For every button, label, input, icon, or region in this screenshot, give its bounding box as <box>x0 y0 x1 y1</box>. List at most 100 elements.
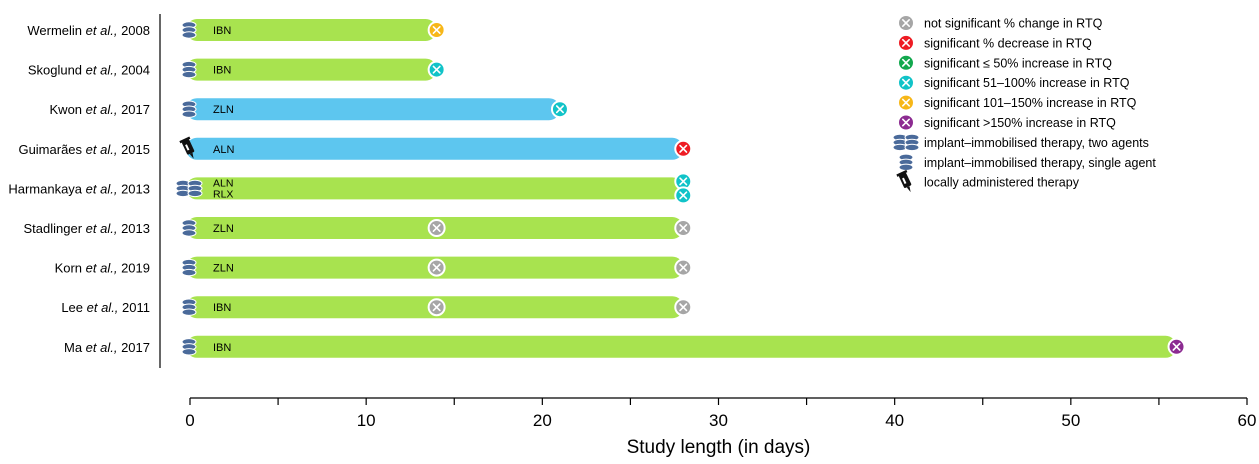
x-tick-label: 30 <box>709 411 728 430</box>
bar-guimarães <box>186 137 684 160</box>
marker-ns-cross <box>679 263 688 272</box>
legend-item: not significant % change in RTQ <box>897 14 1103 32</box>
legend-therapy-icon-local-needle <box>906 186 911 193</box>
study-label: Kwon et al., 2017 <box>50 102 150 117</box>
legend-label: significant >150% increase in RTQ <box>924 116 1116 130</box>
marker-ns-cross <box>432 263 441 272</box>
drug-label: IBN <box>213 65 231 77</box>
legend-label: significant 101–150% increase in RTQ <box>924 96 1137 110</box>
marker-inc51_100 <box>427 60 446 79</box>
therapy-icon-two-front <box>187 179 203 198</box>
marker-ns <box>427 258 446 277</box>
study-label: Ma et al., 2017 <box>64 340 150 355</box>
legend-marker-inc_le50 <box>897 53 915 72</box>
therapy-icon-single <box>181 219 197 237</box>
legend-therapy-icon-local-cap <box>896 169 908 177</box>
legend-therapy-icon-two-back <box>892 133 908 152</box>
x-axis-title: Study length (in days) <box>627 437 811 458</box>
x-tick-label: 60 <box>1238 411 1257 430</box>
legend-therapy-icon-local-window <box>902 177 907 184</box>
study-label: Skoglund et al., 2004 <box>28 63 150 78</box>
therapy-icon-single <box>181 338 197 356</box>
marker-ns <box>674 258 693 277</box>
legend: not significant % change in RTQ significa… <box>892 14 1156 193</box>
legend-marker-ns-cross <box>902 19 910 27</box>
marker-ns <box>427 298 446 317</box>
marker-decrease-cross <box>679 144 688 153</box>
therapy-icon-single <box>181 258 197 277</box>
drug-label: ZLN <box>213 263 234 275</box>
legend-label: significant ≤ 50% increase in RTQ <box>924 56 1112 70</box>
legend-therapy-icon-two-front <box>904 133 920 152</box>
legend-marker-decrease-cross <box>902 38 910 47</box>
study-label: Harmankaya et al., 2013 <box>8 181 150 196</box>
therapy-icon-single-disc <box>181 229 197 237</box>
marker-inc51_100-cross <box>679 191 688 200</box>
legend-label: significant % decrease in RTQ <box>924 36 1092 50</box>
marker-inc51_100-cross <box>555 105 564 114</box>
legend-label: not significant % change in RTQ <box>924 17 1103 31</box>
therapy-icon-local-needle <box>189 152 194 159</box>
legend-label: significant 51–100% increase in RTQ <box>924 76 1130 90</box>
legend-marker-inc_over150 <box>897 113 915 132</box>
legend-label: implant–immobilised therapy, two agents <box>924 136 1149 150</box>
legend-marker-inc101_150 <box>897 93 915 112</box>
drug-label: ALN <box>213 177 233 189</box>
x-tick-label: 50 <box>1061 411 1080 430</box>
marker-inc_over150-cross <box>1172 342 1181 351</box>
drug-label: IBN <box>213 25 231 37</box>
therapy-icon-single <box>181 100 197 118</box>
legend-therapy-icon-single-disc <box>898 163 914 172</box>
therapy-icon-two-front-disc <box>187 189 203 198</box>
therapy-icon-single-disc <box>181 268 197 277</box>
marker-ns <box>674 219 693 237</box>
legend-item: significant 101–150% increase in RTQ <box>897 93 1137 112</box>
bar-kwon <box>186 98 560 121</box>
drug-label: ZLN <box>213 223 234 235</box>
marker-inc51_100-cross <box>432 65 441 74</box>
marker-decrease <box>674 139 693 158</box>
therapy-icon-single-disc <box>181 31 197 39</box>
therapy-icon-local <box>179 136 195 159</box>
legend-item: significant % decrease in RTQ <box>897 33 1092 52</box>
therapy-icon-single <box>181 298 197 316</box>
marker-inc51_100-cross <box>679 177 688 186</box>
therapy-icon-single <box>181 60 197 79</box>
legend-item: locally administered therapy <box>896 169 1080 193</box>
marker-ns-cross <box>679 303 688 312</box>
legend-marker-inc51_100 <box>897 73 915 92</box>
study-label: Stadlinger et al., 2013 <box>24 221 151 236</box>
legend-therapy-icon-two-front-disc <box>904 143 920 152</box>
legend-therapy-icon-local <box>896 169 912 193</box>
x-axis: 0 10 20 30 40 50 60 Study length (in days) <box>185 397 1257 458</box>
drug-label: ALN <box>213 144 234 156</box>
legend-marker-ns <box>897 14 915 32</box>
study-label: Guimarães et al., 2015 <box>18 142 150 157</box>
drug-label: IBN <box>213 302 231 314</box>
legend-marker-inc_over150-cross <box>902 118 910 127</box>
study-labels: Wermelin et al., 2008 Skoglund et al., 20… <box>8 14 161 368</box>
legend-label: locally administered therapy <box>924 176 1080 190</box>
marker-inc101_150 <box>427 21 446 39</box>
bar-harmankaya <box>186 177 684 200</box>
study-label: Lee et al., 2011 <box>61 300 150 315</box>
marker-ns <box>674 298 693 317</box>
marker-ns <box>427 219 446 237</box>
legend-item: significant >150% increase in RTQ <box>897 113 1116 132</box>
legend-item: significant ≤ 50% increase in RTQ <box>897 53 1112 72</box>
marker-ns-cross <box>432 224 441 232</box>
marker-inc51_100 <box>550 100 569 119</box>
x-tick-label: 20 <box>533 411 552 430</box>
legend-item: implant–immobilised therapy, single agen… <box>898 153 1156 172</box>
therapy-icon-local-body <box>182 139 195 155</box>
bar-wermelin <box>186 19 437 41</box>
marker-ns-cross <box>679 224 688 232</box>
x-tick-label: 0 <box>185 411 194 430</box>
legend-marker-decrease <box>897 33 915 52</box>
marker-ns-cross <box>432 303 441 312</box>
therapy-icon-single-disc <box>181 110 197 118</box>
therapy-icon-single <box>181 21 197 39</box>
legend-marker-inc101_150-cross <box>902 98 910 107</box>
